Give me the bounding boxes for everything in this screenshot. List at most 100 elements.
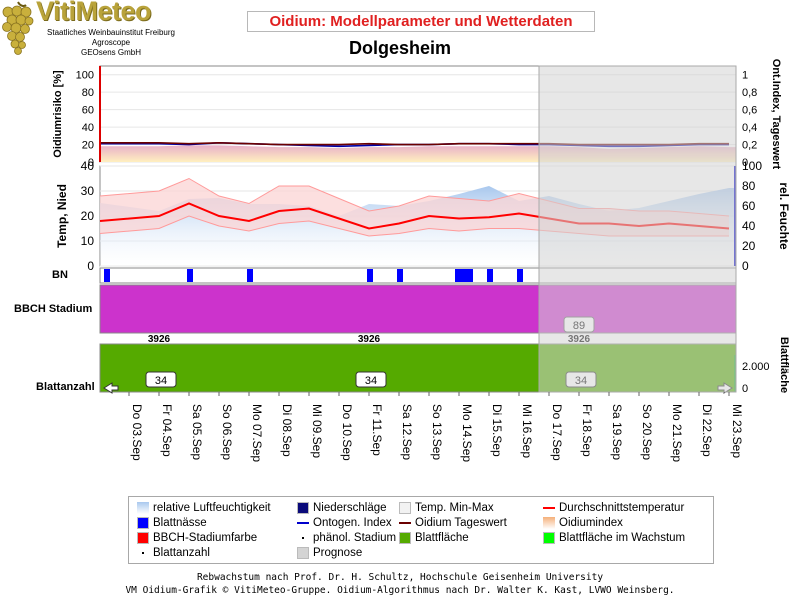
- oidium-y-tick: 20: [82, 140, 94, 152]
- x-tick-label: Fr 11.Sep: [370, 404, 384, 456]
- line-swatch: [543, 507, 555, 509]
- oidium-y-tick: 40: [82, 122, 94, 134]
- square-swatch: [297, 502, 309, 514]
- x-tick-label: Mi 09.Sep: [310, 404, 324, 458]
- x-tick-label: So 13.Sep: [430, 404, 444, 460]
- square-swatch: [137, 517, 149, 529]
- legend-label: Blattfläche: [415, 532, 469, 544]
- legend: relative Luftfeuchtigkeit Niederschläge Te…: [128, 496, 714, 564]
- logo-institute: Staatliches Weinbauinstitut Freiburg: [47, 28, 175, 37]
- weather-y-tick: 0: [87, 259, 94, 273]
- oidium-y-tick: 100: [76, 70, 94, 82]
- legend-label: relative Luftfeuchtigkeit: [153, 502, 271, 514]
- dot-swatch: [302, 537, 304, 539]
- bbch-stage-code: 3926: [358, 334, 381, 345]
- weather-y2-tick: 20: [742, 239, 756, 253]
- legend-label: Oidiumindex: [559, 517, 623, 529]
- legend-label: Oidium Tageswert: [415, 517, 507, 529]
- legend-label: Blattnässe: [153, 517, 207, 529]
- weather-y-tick: 20: [81, 209, 95, 223]
- x-tick-label: Do 03.Sep: [130, 404, 144, 461]
- scroll-left-icon[interactable]: [103, 382, 119, 394]
- x-tick-label: Di 15.Sep: [490, 404, 504, 457]
- leaf-count-label: Blattanzahl: [36, 381, 95, 393]
- weather-y-tick: 40: [81, 159, 95, 173]
- x-tick-label: Di 22.Sep: [700, 404, 714, 457]
- oidium-y2-tick: 1: [742, 70, 748, 82]
- oidium-axis-marker: [99, 66, 101, 162]
- leaf-area-y2-tick: 0: [742, 383, 748, 395]
- leaf-count-value: 34: [365, 375, 377, 387]
- x-axis: Do 03.Sep Fr 04.Sep Sa 05.Sep So 06.Sep Mo 0…: [128, 392, 744, 462]
- footer-credit-growth: Rebwachstum nach Prof. Dr. H. Schultz, H…: [196, 572, 604, 583]
- legend-label: phänol. Stadium: [313, 532, 397, 544]
- x-tick-label: Fr 18.Sep: [580, 404, 594, 457]
- x-tick-label: Mi 23.Sep: [730, 404, 744, 458]
- leaf-wetness-bar: [187, 269, 193, 282]
- legend-label: Temp. Min-Max: [415, 502, 494, 514]
- location-name: Dolgesheim: [348, 38, 452, 58]
- leaf-wetness-bar: [367, 269, 373, 282]
- gradient-swatch: [137, 502, 149, 514]
- square-swatch: [297, 547, 309, 559]
- oidium-y2-tick: 0,8: [742, 87, 757, 99]
- x-tick-label: Fr 04.Sep: [160, 404, 174, 457]
- leaf-wetness-bar: [397, 269, 403, 282]
- footer-credit-model: VM Oidium-Grafik © VitiMeteo-Gruppe. Oid…: [125, 585, 675, 596]
- bbch-label: BBCH Stadium: [14, 303, 92, 315]
- square-swatch: [137, 532, 149, 544]
- oidium-y-tick: 0: [88, 157, 94, 169]
- leaf-wetness-bar: [104, 269, 110, 282]
- weather-y2-label: rel. Feuchte: [777, 182, 791, 250]
- leaf-count-badge: [355, 371, 387, 388]
- x-tick-label: Sa 12.Sep: [400, 404, 414, 460]
- x-tick-label: Sa 19.Sep: [610, 404, 624, 460]
- oidium-y2-tick: 0,2: [742, 140, 757, 152]
- weather-y2-tick: 0: [742, 259, 749, 273]
- legend-label: Prognose: [313, 547, 363, 559]
- legend-label: Blattanzahl: [153, 547, 210, 559]
- x-tick-label: So 20.Sep: [640, 404, 654, 460]
- square-swatch: [399, 532, 411, 544]
- grape-icon: [2, 1, 34, 55]
- x-tick-label: Sa 05.Sep: [190, 404, 204, 460]
- oidium-y2-tick: 0: [742, 157, 748, 169]
- legend-label: BBCH-Stadiumfarbe: [153, 532, 258, 544]
- vitimeteo-logo: VitiMeteo Staatliches Weinbauinstitut Fr…: [0, 0, 200, 60]
- leaf-count-value: 34: [155, 375, 167, 387]
- oidium-y2-tick: 0,6: [742, 105, 757, 117]
- logo-agroscope: Agroscope: [91, 38, 131, 47]
- x-tick-label: Mo 14.Sep: [460, 404, 474, 462]
- weather-y2-tick: 100: [742, 159, 762, 173]
- weather-y2-tick: 60: [742, 199, 756, 213]
- square-swatch: [399, 502, 411, 514]
- legend-label: Blattfläche im Wachstum: [559, 532, 686, 544]
- legend-label: Niederschläge: [313, 502, 387, 514]
- square-swatch: [543, 532, 555, 544]
- oidium-y-label: Oidiumrisiko [%]: [52, 70, 64, 158]
- leaf-wetness-bar: [455, 269, 473, 282]
- weather-y2-tick: 40: [742, 219, 756, 233]
- bbch-stage-code: 3926: [148, 334, 171, 345]
- weather-y2-tick: 80: [742, 179, 756, 193]
- leaf-wetness-bar: [247, 269, 253, 282]
- oidium-y2-tick: 0,4: [742, 122, 757, 134]
- logo-geosens: GEOsens GmbH: [80, 48, 141, 57]
- oidium-y-tick: 80: [82, 87, 94, 99]
- leaf-area-y2-label: Blattfläche: [778, 337, 790, 393]
- leaf-wetness-bar: [487, 269, 493, 282]
- page-title: Oidium: Modellparameter und Wetterdaten: [247, 11, 595, 32]
- x-tick-label: Do 10.Sep: [340, 404, 354, 461]
- logo-title: VitiMeteo: [36, 0, 152, 26]
- leaf-wetness-label: BN: [52, 269, 68, 281]
- x-tick-label: So 06.Sep: [220, 404, 234, 460]
- prognosis-overlay: [538, 65, 737, 393]
- x-tick-label: Mo 21.Sep: [670, 404, 684, 462]
- x-tick-label: Mi 16.Sep: [520, 404, 534, 458]
- oidium-y-tick: 60: [82, 105, 94, 117]
- x-tick-label: Di 08.Sep: [280, 404, 294, 457]
- line-swatch: [399, 522, 411, 524]
- weather-y-label: Temp, Nied: [55, 184, 69, 248]
- bbch-annotation-strip: [100, 334, 736, 343]
